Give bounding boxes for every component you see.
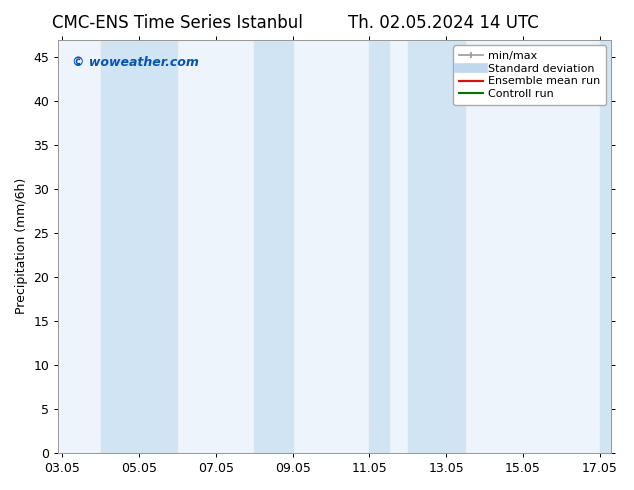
Text: © woweather.com: © woweather.com [72, 56, 199, 69]
Bar [101, 40, 178, 453]
Legend: min/max, Standard deviation, Ensemble mean run, Controll run: min/max, Standard deviation, Ensemble me… [453, 45, 605, 105]
Y-axis label: Precipitation (mm/6h): Precipitation (mm/6h) [15, 178, 28, 315]
Bar [408, 40, 465, 453]
Text: Th. 02.05.2024 14 UTC: Th. 02.05.2024 14 UTC [349, 14, 539, 32]
Text: CMC-ENS Time Series Istanbul: CMC-ENS Time Series Istanbul [52, 14, 303, 32]
Bar [600, 40, 611, 453]
Bar [370, 40, 389, 453]
Bar [254, 40, 293, 453]
